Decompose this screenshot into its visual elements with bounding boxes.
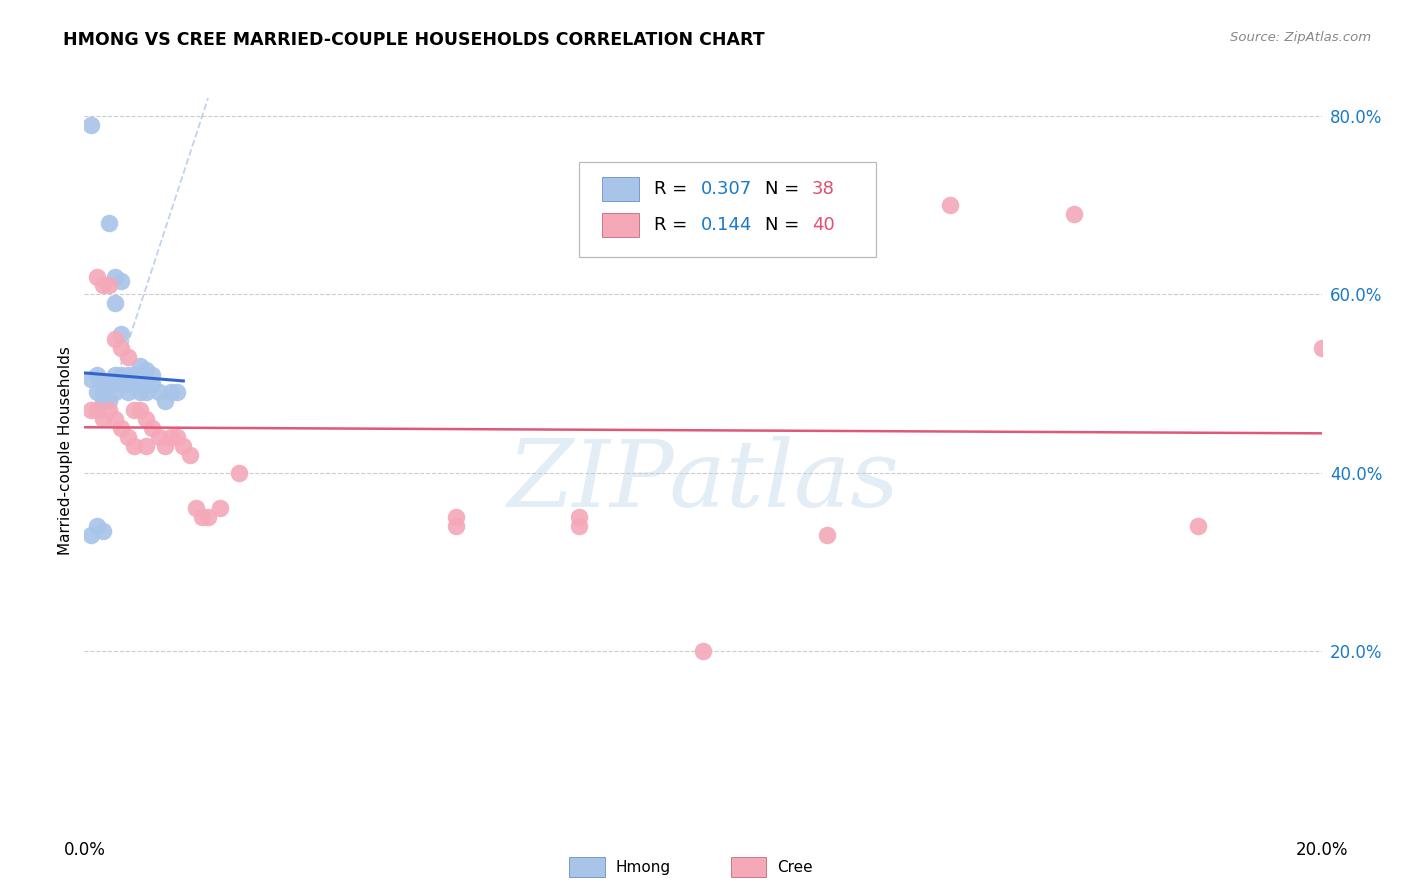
Point [141,368,163,382]
Text: 0.144: 0.144 [700,216,752,235]
Point [86,403,108,417]
Point [79,528,101,542]
Point [104,385,127,400]
Point [104,269,127,284]
Point [148,385,170,400]
Point [110,327,132,342]
Point [153,439,176,453]
Text: 38: 38 [811,180,835,198]
Point [129,368,152,382]
Point [98,394,121,409]
Point [104,412,127,426]
Point [91,376,114,391]
Point [86,368,108,382]
Point [98,403,121,417]
Point [122,376,145,391]
Point [86,385,108,400]
Text: N =: N = [765,216,804,235]
Point [110,368,132,382]
Text: 0.307: 0.307 [700,180,752,198]
Point [122,439,145,453]
Point [160,385,183,400]
Point [160,430,183,444]
Point [141,376,163,391]
Point [135,376,157,391]
Point [166,385,188,400]
Text: R =: R = [654,180,693,198]
Point [129,403,152,417]
Point [86,269,108,284]
Point [104,332,127,346]
Point [91,412,114,426]
Point [117,350,139,364]
Point [444,519,467,533]
FancyBboxPatch shape [579,162,876,257]
Point [98,376,121,391]
Point [444,510,467,524]
Point [104,296,127,310]
Point [692,644,714,658]
Point [98,278,121,293]
Point [79,118,101,132]
Point [110,274,132,288]
Point [91,524,114,538]
Point [79,403,101,417]
Point [209,501,232,516]
Point [1063,207,1085,221]
Point [568,510,591,524]
FancyBboxPatch shape [602,177,638,201]
Text: Cree: Cree [778,860,813,874]
Point [117,430,139,444]
Text: Source: ZipAtlas.com: Source: ZipAtlas.com [1230,31,1371,45]
FancyBboxPatch shape [602,213,638,237]
Point [191,510,214,524]
Point [1187,519,1209,533]
Text: N =: N = [765,180,804,198]
Point [135,385,157,400]
Point [91,278,114,293]
Point [141,421,163,435]
Text: HMONG VS CREE MARRIED-COUPLE HOUSEHOLDS CORRELATION CHART: HMONG VS CREE MARRIED-COUPLE HOUSEHOLDS … [63,31,765,49]
Point [122,403,145,417]
Point [184,501,207,516]
Point [122,368,145,382]
Point [135,363,157,377]
Point [815,528,838,542]
Point [148,430,170,444]
Point [129,385,152,400]
Point [117,368,139,382]
Text: R =: R = [654,216,693,235]
Point [197,510,219,524]
Y-axis label: Married-couple Households: Married-couple Households [58,346,73,555]
Point [110,421,132,435]
Point [568,519,591,533]
Point [104,376,127,391]
Text: 40: 40 [811,216,835,235]
Point [104,368,127,382]
Point [91,385,114,400]
Point [98,216,121,230]
Point [228,466,250,480]
Point [135,439,157,453]
Text: ZIPatlas: ZIPatlas [508,436,898,525]
Point [129,359,152,373]
Text: Hmong: Hmong [616,860,671,874]
Point [166,430,188,444]
Point [86,519,108,533]
Point [939,198,962,212]
Point [135,412,157,426]
Point [79,372,101,386]
Point [117,385,139,400]
Point [179,448,201,462]
Point [1310,341,1333,355]
Point [172,439,194,453]
Point [110,341,132,355]
Point [153,394,176,409]
Point [91,394,114,409]
Point [117,376,139,391]
